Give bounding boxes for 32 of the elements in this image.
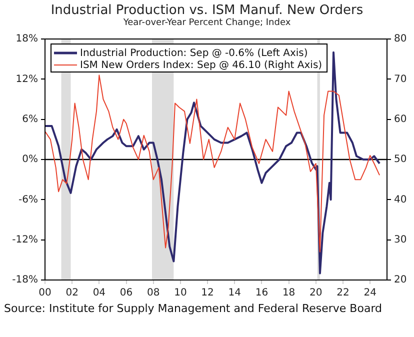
chart-subtitle: Year-over-Year Percent Change; Index [122,18,292,29]
y-tick-label: -6% [18,194,38,206]
y-tick-label: -18% [12,274,38,286]
chart-title: Industrial Production vs. ISM Manuf. New Orders [50,3,364,18]
y2-tick-label: 50 [394,154,407,166]
x-tick-label: 14 [228,288,241,299]
source-note: Source: Institute for Supply Management and Federal Reserve Board [4,302,384,316]
x-tick-label: 18 [282,288,296,299]
y-tick-label: -12% [12,234,38,246]
x-tick-label: 04 [92,288,106,299]
legend-label: ISM New Orders Index: Sep @ 46.10 (Right Axis) [80,60,322,72]
x-tick-label: 00 [38,288,52,299]
x-tick-label: 22 [336,288,350,299]
legend-label: Industrial Production: Sep @ -0.6% (Left Axis) [80,48,308,60]
y-tick-label: 12% [16,74,38,85]
y-tick-label: 18% [16,34,38,45]
y2-tick-label: 20 [394,274,407,286]
y2-tick-label: 40 [394,194,407,206]
x-tick-label: 06 [120,288,133,299]
y2-tick-label: 70 [394,74,407,85]
y2-tick-label: 30 [394,234,407,246]
x-tick-label: 02 [66,288,78,299]
x-tick-label: 12 [201,288,214,299]
x-tick-label: 20 [310,288,322,299]
x-tick-label: 24 [364,288,376,299]
y-tick-label: 6% [22,114,38,125]
x-tick-label: 08 [146,288,160,299]
x-tick-label: 16 [255,288,268,299]
y2-tick-label: 80 [394,34,407,45]
x-tick-label: 10 [174,288,187,299]
y2-tick-label: 60 [394,114,407,125]
y-tick-label: 0% [22,154,38,166]
